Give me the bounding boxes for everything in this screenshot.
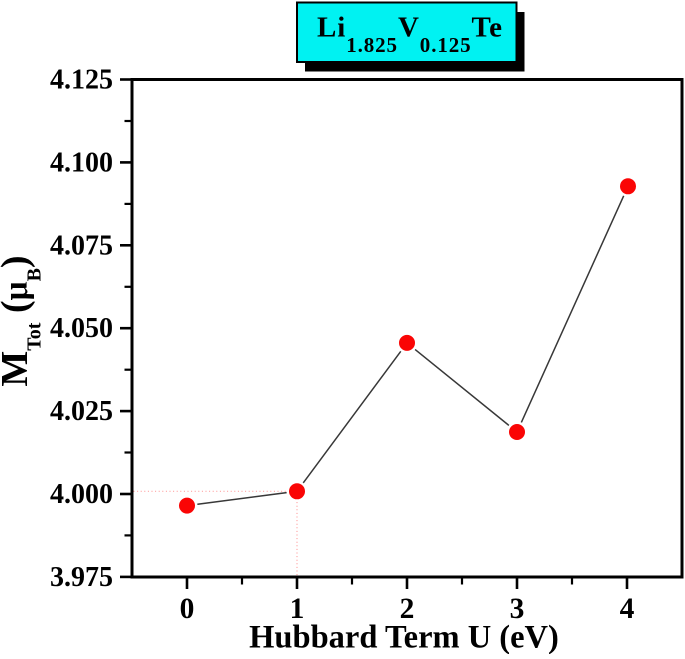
svg-text:Hubbard Term U (eV): Hubbard Term U (eV) <box>249 620 559 655</box>
svg-text:4: 4 <box>620 593 635 625</box>
svg-text:4.075: 4.075 <box>50 230 113 261</box>
svg-text:3.975: 3.975 <box>50 562 113 593</box>
svg-text:4.025: 4.025 <box>50 396 113 427</box>
svg-text:1: 1 <box>290 593 305 625</box>
svg-text:4.125: 4.125 <box>50 65 113 96</box>
svg-text:4.100: 4.100 <box>50 147 113 178</box>
svg-text:4.000: 4.000 <box>50 479 113 510</box>
svg-text:0: 0 <box>180 593 195 625</box>
svg-text:2: 2 <box>400 593 415 625</box>
svg-text:3: 3 <box>510 593 525 625</box>
svg-text:4.050: 4.050 <box>50 313 113 344</box>
